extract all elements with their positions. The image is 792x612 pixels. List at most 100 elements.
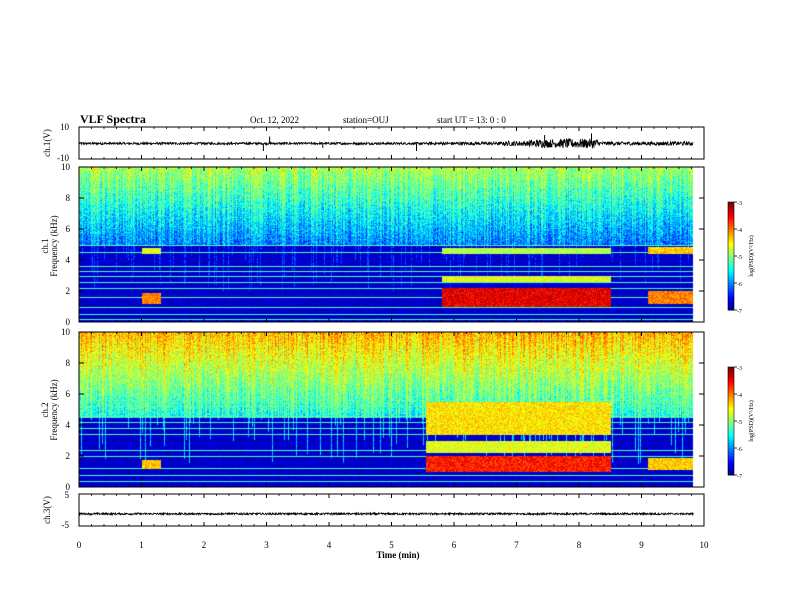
colorbar-swatch xyxy=(728,394,734,398)
x-tick-label: 5 xyxy=(389,540,394,550)
station-label: station=OUJ xyxy=(343,115,389,125)
start-ut-label: start UT = 13: 0 : 0 xyxy=(437,115,506,125)
waveform-line xyxy=(78,137,694,149)
colorbar-label: log(PSD)(V²/Hz) xyxy=(748,235,755,276)
ch1-spectrogram-yticks: 0 2 4 6 8 10 xyxy=(61,162,704,327)
ch2-colorbar: -3 -4 -5 -6 -7 log(PSD)(V²/Hz) xyxy=(727,366,755,480)
colorbar-label: log(PSD)(V²/Hz) xyxy=(748,400,755,441)
ch1-waveform-trace xyxy=(78,133,694,151)
colorbar-swatch xyxy=(728,272,734,276)
colorbar-swatch xyxy=(728,369,734,373)
colorbar-swatch xyxy=(728,442,734,446)
waveform-line xyxy=(78,511,694,517)
y-tick-label: 8 xyxy=(66,193,71,203)
ch1-waveform-ylabel: ch.1(V) xyxy=(42,129,52,157)
colorbar-swatch xyxy=(728,445,734,449)
colorbar-swatch xyxy=(728,247,734,252)
colorbar-swatch xyxy=(728,404,734,408)
y-tick-label: 6 xyxy=(66,224,71,234)
colorbar-swatch xyxy=(728,212,734,216)
x-tick-label: 8 xyxy=(577,540,582,550)
colorbar-swatch xyxy=(728,423,734,427)
ch2-spectrogram-panel: 0 2 4 6 8 10 ch.2 Frequency (kHz) xyxy=(40,327,705,492)
y-tick-label: 8 xyxy=(66,358,71,368)
colorbar-swatch xyxy=(728,266,734,270)
colorbar-swatch xyxy=(728,415,734,419)
colorbar-swatch xyxy=(728,304,734,308)
colorbar-tick-label: -6 xyxy=(737,447,742,453)
colorbar-swatch xyxy=(728,412,734,417)
x-tick-label: 9 xyxy=(639,540,644,550)
ch3-waveform-frame xyxy=(78,493,705,527)
colorbar-swatch xyxy=(728,226,734,230)
colorbar-swatch xyxy=(728,215,734,219)
colorbar-swatch xyxy=(728,431,734,435)
colorbar-tick-label: -3 xyxy=(737,201,742,207)
y-tick-label: 4 xyxy=(66,420,71,430)
colorbar-swatch xyxy=(728,429,734,433)
colorbar-swatch xyxy=(728,396,734,400)
x-tick-label: 0 xyxy=(77,540,82,550)
colorbar-swatch xyxy=(728,274,734,279)
colorbar-swatch xyxy=(728,280,734,284)
colorbar-swatch xyxy=(728,439,734,444)
colorbar-swatch xyxy=(728,367,734,371)
ch3-waveform-ytick-bottom: -5 xyxy=(62,520,70,530)
date-label: Oct. 12, 2022 xyxy=(250,115,299,125)
colorbar-swatch xyxy=(728,296,734,300)
colorbar-swatch xyxy=(728,391,734,395)
colorbar-tick-label: -3 xyxy=(737,366,742,372)
colorbar-swatch xyxy=(728,461,734,465)
colorbar-swatch xyxy=(728,402,734,406)
colorbar-swatch xyxy=(728,377,734,381)
ch3-waveform-trace xyxy=(78,511,694,517)
colorbar-swatch xyxy=(728,269,734,273)
colorbar-swatch xyxy=(728,220,734,225)
colorbar-tick-label: -6 xyxy=(737,282,742,288)
colorbar-tick-label: -5 xyxy=(737,255,742,261)
ch1-spectrogram-channel-label: ch.1 xyxy=(40,238,50,253)
ch1-colorbar: -3 -4 -5 -6 -7 log(PSD)(V²/Hz) xyxy=(727,201,755,315)
colorbar-swatch xyxy=(728,407,734,411)
ch1-spectrogram-ylabel: Frequency (kHz) xyxy=(49,215,59,276)
colorbar-swatch xyxy=(728,210,734,214)
ch3-waveform-ylabel: ch.3(V) xyxy=(42,496,52,524)
colorbar-swatch xyxy=(728,453,734,457)
colorbar-swatch xyxy=(728,242,734,246)
colorbar-swatch xyxy=(728,250,734,254)
colorbar-swatch xyxy=(728,239,734,243)
colorbar-tick-label: -5 xyxy=(737,420,742,426)
colorbar-swatch xyxy=(728,258,734,262)
colorbar-swatch xyxy=(728,223,734,227)
colorbar-swatch xyxy=(728,466,734,471)
colorbar-tick-label: -4 xyxy=(737,228,742,234)
ch2-spectrogram-channel-label: ch.2 xyxy=(40,402,50,417)
colorbar-swatch xyxy=(728,456,734,460)
y-tick-label: 2 xyxy=(66,451,71,461)
colorbar-swatch xyxy=(728,202,734,206)
colorbar-swatch xyxy=(728,234,734,238)
colorbar-swatch xyxy=(728,450,734,454)
colorbar-swatch xyxy=(728,291,734,295)
x-tick-label: 7 xyxy=(514,540,519,550)
colorbar-swatch xyxy=(728,472,734,476)
y-tick-label: 6 xyxy=(66,389,71,399)
colorbar-swatch xyxy=(728,288,734,292)
colorbar-swatch xyxy=(728,283,734,287)
colorbar-swatch xyxy=(728,229,734,233)
colorbar-swatch xyxy=(728,464,734,468)
ch2-spectrogram-yticks: 0 2 4 6 8 10 xyxy=(61,327,704,492)
ch2-spectrogram-ylabel: Frequency (kHz) xyxy=(49,379,59,440)
y-tick-label: 0 xyxy=(66,317,71,327)
ch1-spectrogram-canvas-wrap xyxy=(79,167,704,322)
colorbar-swatch xyxy=(728,418,734,422)
colorbar-swatch xyxy=(728,253,734,257)
y-tick-label: 10 xyxy=(61,162,71,172)
ch1-spectrogram-panel: 0 2 4 6 8 10 ch.1 Frequency (kHz) xyxy=(40,162,705,327)
colorbar-swatch xyxy=(728,380,734,384)
y-tick-label: 2 xyxy=(66,286,71,296)
x-tick-label: 1 xyxy=(139,540,144,550)
colorbar-swatch xyxy=(728,410,734,414)
colorbar-tick-label: -7 xyxy=(737,309,742,315)
